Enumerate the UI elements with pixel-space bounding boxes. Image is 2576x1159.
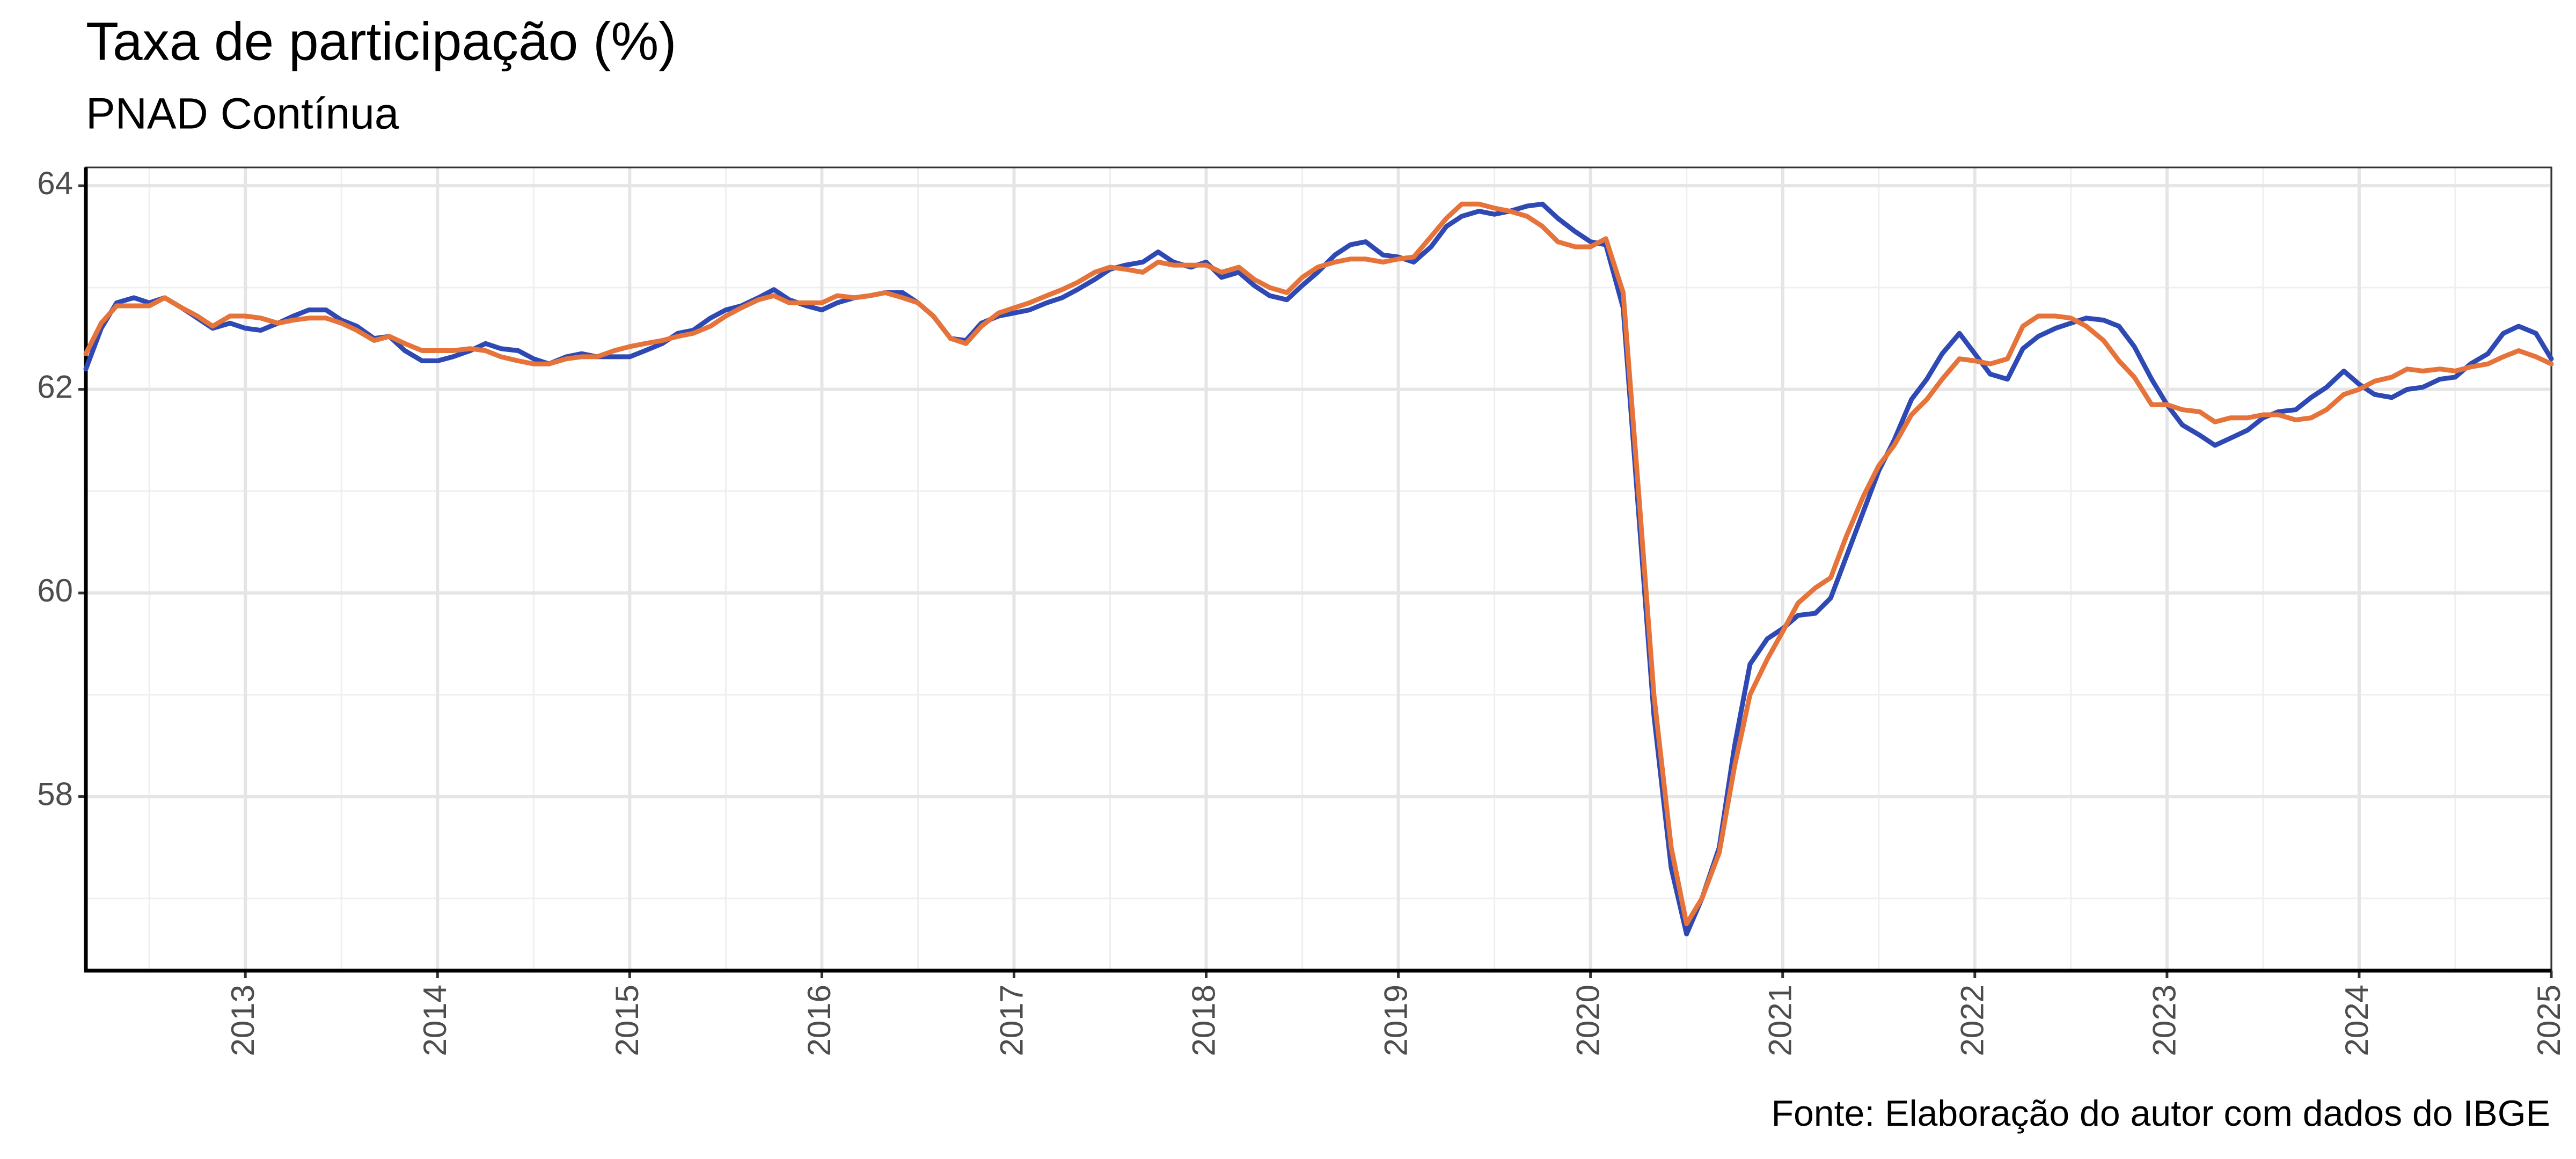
y-tick-label: 58 <box>37 776 73 812</box>
x-tick-label: 2025 <box>2531 985 2567 1056</box>
series-line <box>83 201 2554 927</box>
x-tick-label: 2015 <box>609 985 645 1056</box>
series-line <box>83 201 2554 937</box>
x-tick-label: 2020 <box>1570 985 1606 1056</box>
x-tick-label: 2019 <box>1378 985 1414 1056</box>
x-tick-label: 2018 <box>1185 985 1221 1056</box>
x-tick-label: 2014 <box>417 985 453 1056</box>
caption: Fonte: Elaboração do autor com dados do … <box>1771 1093 2550 1134</box>
chart-subtitle: PNAD Contínua <box>86 90 399 138</box>
x-tick-label: 2021 <box>1762 985 1798 1056</box>
x-tick-label: 2017 <box>993 985 1029 1056</box>
y-tick-label: 64 <box>37 165 73 201</box>
x-tick-label: 2023 <box>2147 985 2183 1056</box>
x-tick-label: 2024 <box>2339 985 2375 1056</box>
x-tick-label: 2022 <box>1955 985 1990 1056</box>
chart-title: Taxa de participação (%) <box>86 11 677 71</box>
x-tick-label: 2013 <box>225 985 261 1056</box>
y-tick-label: 62 <box>37 369 73 405</box>
y-tick-label: 60 <box>37 573 73 608</box>
x-tick-label: 2016 <box>801 985 837 1056</box>
